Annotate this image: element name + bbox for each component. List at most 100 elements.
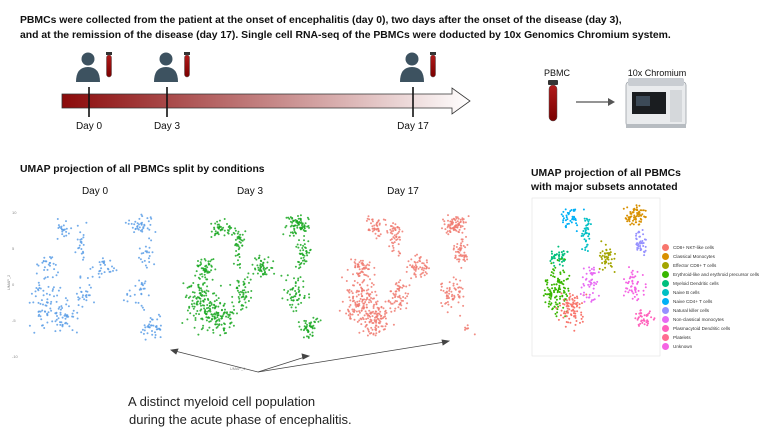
umap-point bbox=[246, 276, 249, 279]
umap-point bbox=[247, 291, 250, 293]
umap-point bbox=[59, 286, 62, 289]
umap-point bbox=[200, 258, 203, 261]
umap-point bbox=[398, 287, 401, 290]
umap-point bbox=[194, 274, 197, 277]
umap-point bbox=[351, 300, 354, 303]
umap-annot-point bbox=[634, 288, 637, 290]
umap-point bbox=[391, 244, 394, 247]
umap-point bbox=[79, 231, 82, 234]
umap-point bbox=[369, 278, 371, 281]
umap-annot-point bbox=[583, 300, 586, 303]
umap-annot-point bbox=[598, 267, 601, 270]
umap-point bbox=[367, 330, 370, 333]
umap-point bbox=[456, 243, 459, 245]
umap-point bbox=[425, 259, 428, 262]
umap-annot-point bbox=[557, 290, 559, 292]
umap-point bbox=[356, 281, 359, 284]
umap-point bbox=[411, 264, 414, 267]
umap-annot-point bbox=[567, 287, 570, 290]
umap-annot-point bbox=[565, 216, 568, 219]
umap-annot-point bbox=[631, 211, 634, 214]
umap-annot-point bbox=[640, 209, 643, 212]
umap-point bbox=[304, 322, 307, 325]
umap-annot-point bbox=[583, 227, 586, 230]
umap-point bbox=[361, 299, 364, 302]
umap-annot-point bbox=[643, 254, 646, 257]
umap-point bbox=[399, 252, 402, 255]
umap-point bbox=[144, 245, 147, 248]
umap-point bbox=[206, 285, 209, 288]
blood-tube-icon bbox=[106, 52, 112, 78]
umap-annot-point bbox=[566, 218, 569, 221]
umap-annot-point bbox=[549, 290, 552, 293]
umap-point bbox=[197, 296, 200, 299]
umap-point bbox=[399, 297, 402, 300]
umap-point bbox=[46, 321, 49, 324]
umap-point bbox=[390, 225, 393, 228]
umap-point bbox=[258, 254, 261, 257]
umap-point bbox=[203, 307, 206, 310]
umap-annot-point bbox=[559, 271, 562, 274]
umap-point bbox=[267, 256, 270, 259]
umap-annot-point bbox=[635, 293, 638, 296]
umap-point bbox=[392, 236, 395, 239]
umap-point bbox=[128, 219, 131, 222]
umap-annot-point bbox=[564, 225, 567, 228]
umap-point bbox=[56, 218, 59, 220]
umap-point bbox=[295, 292, 298, 295]
umap-point bbox=[461, 217, 464, 220]
umap-annot-point bbox=[637, 247, 640, 250]
umap-annot-point bbox=[552, 261, 555, 264]
umap-point bbox=[366, 284, 369, 287]
umap-point bbox=[375, 228, 378, 231]
umap-point bbox=[289, 297, 292, 300]
legend-swatch bbox=[662, 307, 669, 314]
umap-point bbox=[463, 227, 466, 230]
umap-point bbox=[371, 225, 374, 228]
umap-point bbox=[241, 291, 244, 294]
umap-annot-point bbox=[557, 245, 560, 248]
umap-point bbox=[65, 234, 68, 237]
umap-point bbox=[298, 325, 301, 328]
y-tick-label: -10 bbox=[12, 354, 19, 359]
umap-point bbox=[376, 221, 379, 224]
umap-point bbox=[159, 315, 162, 318]
umap-point bbox=[356, 263, 359, 266]
umap-annot-point bbox=[637, 231, 640, 234]
umap-point bbox=[138, 256, 140, 259]
umap-point bbox=[247, 272, 250, 275]
umap-point bbox=[157, 313, 160, 316]
umap-annot-point bbox=[560, 257, 563, 260]
umap-point bbox=[223, 302, 226, 305]
umap-point bbox=[370, 326, 373, 329]
umap-annot-point bbox=[579, 321, 581, 324]
umap-point bbox=[54, 330, 57, 333]
umap-point bbox=[56, 237, 59, 240]
umap-point bbox=[289, 216, 292, 219]
umap-point bbox=[455, 221, 457, 224]
umap-point bbox=[148, 246, 151, 249]
umap-point bbox=[356, 320, 359, 323]
umap-point bbox=[298, 293, 301, 296]
umap-point bbox=[200, 273, 203, 275]
umap-annot-point bbox=[571, 298, 574, 301]
umap-annot-point bbox=[568, 298, 571, 301]
umap-point bbox=[255, 258, 258, 261]
umap-point bbox=[417, 267, 420, 270]
workflow-arrow bbox=[576, 98, 615, 106]
umap-annot-point bbox=[596, 280, 599, 283]
umap-point bbox=[134, 228, 137, 231]
umap-annot-point bbox=[563, 258, 566, 261]
umap-point bbox=[367, 268, 369, 271]
umap-point bbox=[209, 260, 212, 263]
umap-point bbox=[446, 287, 449, 290]
umap-point bbox=[393, 234, 396, 237]
umap-point bbox=[144, 326, 147, 329]
umap-point bbox=[203, 294, 206, 297]
umap-point bbox=[447, 219, 449, 222]
umap-point bbox=[349, 304, 352, 306]
umap-annot-point bbox=[556, 280, 559, 283]
umap-point bbox=[271, 267, 274, 269]
umap-annot-title-line2: with major subsets annotated bbox=[531, 182, 678, 193]
umap-annot-point bbox=[622, 294, 625, 297]
